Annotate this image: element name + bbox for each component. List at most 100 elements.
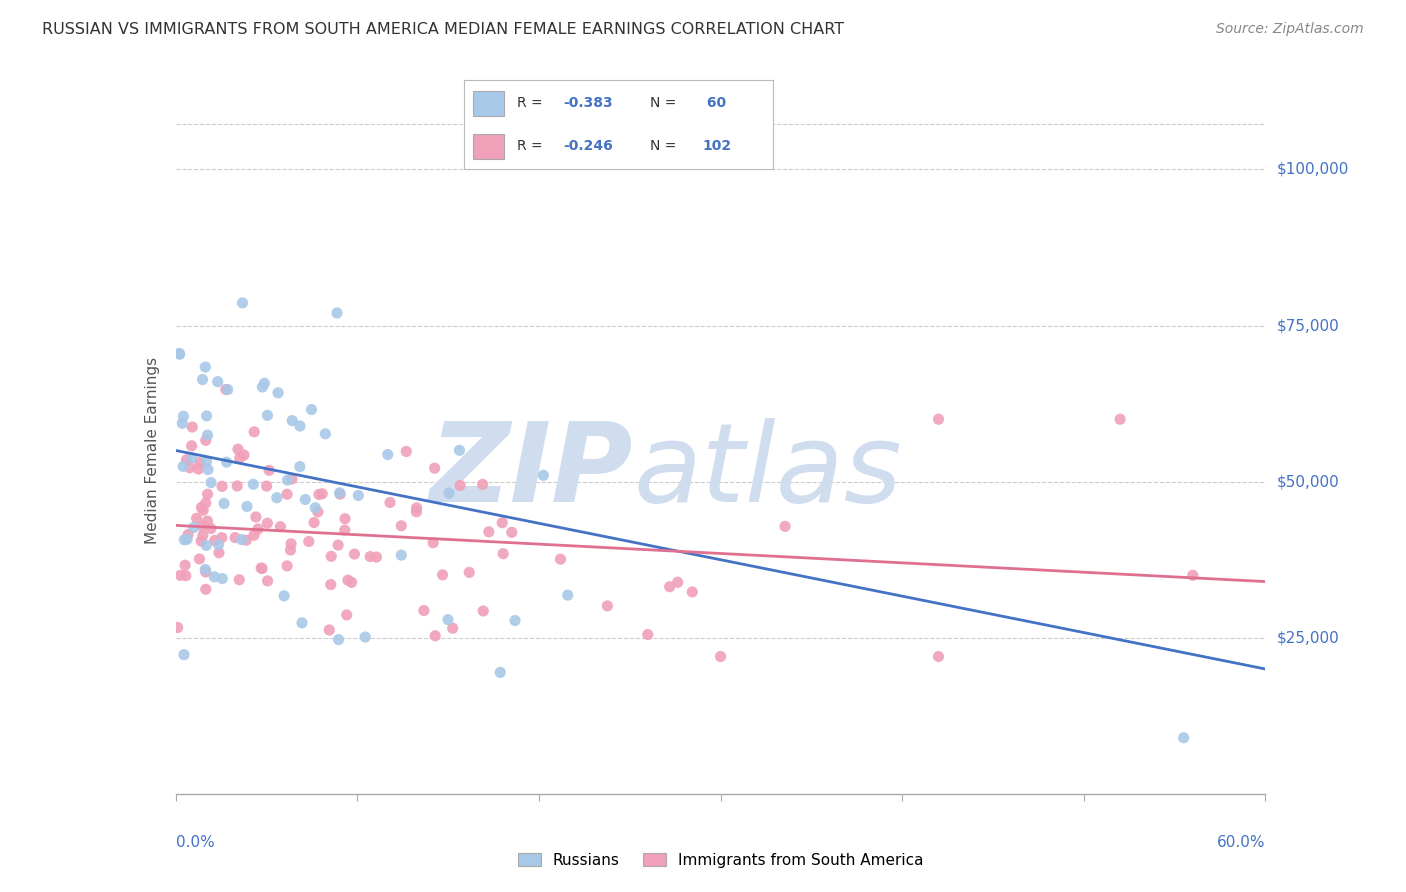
Point bbox=[441, 621, 464, 635]
Point bbox=[405, 505, 427, 519]
Point bbox=[276, 558, 298, 573]
Point bbox=[183, 520, 205, 534]
Point bbox=[336, 573, 359, 587]
Text: N =: N = bbox=[650, 96, 681, 111]
Legend: Russians, Immigrants from South America: Russians, Immigrants from South America bbox=[510, 846, 931, 876]
Point bbox=[329, 486, 352, 500]
Point bbox=[596, 599, 619, 613]
Point bbox=[489, 665, 512, 680]
Point bbox=[180, 439, 202, 453]
Point bbox=[269, 519, 291, 533]
Point bbox=[333, 523, 356, 537]
Point bbox=[333, 512, 356, 526]
Point bbox=[176, 533, 198, 547]
Point bbox=[492, 547, 515, 561]
Point bbox=[437, 613, 460, 627]
Point bbox=[179, 460, 201, 475]
Point bbox=[267, 385, 290, 400]
Point bbox=[176, 453, 198, 467]
Point bbox=[304, 500, 326, 515]
Point bbox=[550, 552, 572, 566]
Point bbox=[288, 419, 311, 434]
Text: $50,000: $50,000 bbox=[1277, 475, 1340, 489]
Point bbox=[186, 511, 208, 525]
Point bbox=[193, 503, 215, 517]
Point bbox=[253, 376, 276, 391]
Point bbox=[281, 413, 304, 427]
Point bbox=[478, 524, 501, 539]
Point bbox=[280, 543, 302, 558]
Point bbox=[301, 402, 323, 417]
Point bbox=[195, 409, 218, 423]
Point bbox=[471, 477, 494, 491]
Point bbox=[449, 443, 471, 458]
Text: $100,000: $100,000 bbox=[1277, 162, 1348, 177]
FancyBboxPatch shape bbox=[474, 91, 505, 116]
Point bbox=[187, 462, 209, 476]
Point bbox=[172, 409, 194, 424]
Point bbox=[202, 570, 225, 584]
Point bbox=[226, 442, 249, 457]
Point bbox=[1173, 731, 1195, 745]
Text: $75,000: $75,000 bbox=[1277, 318, 1340, 333]
Point bbox=[191, 528, 214, 542]
Point bbox=[208, 546, 231, 560]
Point bbox=[298, 534, 321, 549]
Point bbox=[773, 519, 796, 533]
Point bbox=[245, 510, 267, 524]
Point bbox=[637, 627, 659, 641]
Point bbox=[256, 516, 278, 531]
Point bbox=[266, 491, 288, 505]
Point bbox=[197, 462, 219, 476]
Point bbox=[229, 451, 252, 466]
Point bbox=[212, 496, 235, 510]
Point bbox=[194, 565, 217, 579]
Point bbox=[243, 425, 266, 439]
Point bbox=[194, 359, 217, 374]
Point bbox=[256, 574, 278, 588]
Point bbox=[226, 479, 249, 493]
Point bbox=[340, 575, 363, 590]
Point bbox=[181, 450, 204, 465]
Point bbox=[928, 649, 950, 664]
Text: Source: ZipAtlas.com: Source: ZipAtlas.com bbox=[1216, 22, 1364, 37]
Point bbox=[311, 487, 333, 501]
Point bbox=[194, 434, 217, 448]
Point bbox=[211, 479, 233, 493]
Point bbox=[235, 533, 257, 548]
Point bbox=[423, 461, 446, 475]
Point bbox=[405, 500, 427, 515]
Point bbox=[195, 454, 218, 468]
Point bbox=[336, 607, 359, 622]
Point bbox=[207, 375, 229, 389]
Point bbox=[343, 547, 366, 561]
Point bbox=[326, 306, 349, 320]
Point bbox=[326, 538, 349, 552]
Point bbox=[449, 478, 471, 492]
Point bbox=[233, 448, 256, 462]
Point bbox=[319, 577, 342, 591]
Point bbox=[250, 561, 273, 575]
Point bbox=[197, 428, 219, 442]
Point bbox=[197, 514, 219, 528]
Text: -0.383: -0.383 bbox=[562, 96, 613, 111]
Point bbox=[200, 475, 222, 490]
Point bbox=[228, 573, 250, 587]
FancyBboxPatch shape bbox=[474, 134, 505, 159]
Point bbox=[501, 525, 523, 540]
Point bbox=[328, 632, 350, 647]
Text: 60.0%: 60.0% bbox=[1218, 835, 1265, 850]
Point bbox=[243, 528, 266, 542]
Point bbox=[928, 412, 950, 426]
Point bbox=[280, 537, 302, 551]
Point bbox=[172, 417, 194, 431]
Point bbox=[188, 552, 211, 566]
Point bbox=[658, 580, 681, 594]
Point bbox=[173, 648, 195, 662]
Point bbox=[194, 562, 217, 576]
Text: 60: 60 bbox=[702, 96, 727, 111]
Point bbox=[252, 380, 274, 394]
Text: 0.0%: 0.0% bbox=[176, 835, 215, 850]
Point bbox=[710, 649, 733, 664]
Point bbox=[288, 459, 311, 474]
